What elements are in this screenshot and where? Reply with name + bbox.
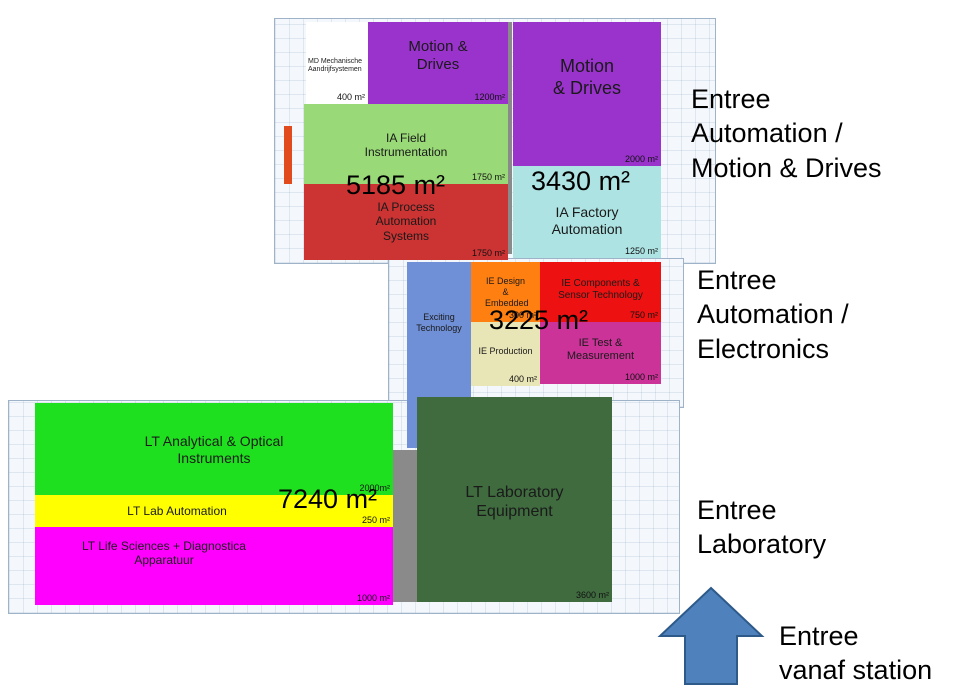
zone-motion-drives-left-label: Motion & Drives: [408, 38, 468, 73]
zone-ia-factory-label: IA Factory Automation: [551, 204, 623, 237]
zone-lt-life-sciences: LT Life Sciences + Diagnostica Apparatuu…: [35, 527, 393, 605]
zone-ia-process-automation: IA Process Automation Systems 1750 m²: [304, 184, 508, 260]
zone-lt-analytical-label: LT Analytical & Optical Instruments: [144, 433, 284, 466]
entrance-automation-electronics-line1: Entree: [697, 265, 777, 295]
zone-motion-drives-right-label: Motion & Drives: [553, 56, 622, 98]
total-ie-area: 3225 m²: [489, 305, 589, 335]
zone-ie-test-measurement: IE Test & Measurement 1000 m²: [540, 322, 661, 384]
zone-motion-drives-right-area: 2000 m²: [624, 154, 658, 164]
total-md-area: 3430 m²: [531, 166, 631, 196]
zone-ia-process-label: IA Process Automation Systems: [375, 200, 437, 243]
entrance-laboratory: Entree Laboratory: [697, 493, 826, 562]
entrance-station: Entree vanaf station: [779, 619, 932, 688]
zone-ie-design-label: IE Design & Embedded: [485, 276, 529, 308]
zone-lt-analytical-optical: LT Analytical & Optical Instruments 2000…: [35, 403, 393, 495]
zone-lt-life-label: LT Life Sciences + Diagnostica Apparatuu…: [82, 539, 246, 568]
zone-md-mechanische-area: 400 m²: [336, 92, 365, 102]
entrance-laboratory-line1: Entree: [697, 495, 777, 525]
entrance-automation-electronics-line2: Automation /: [697, 299, 849, 330]
total-ia-area: 5185 m²: [346, 170, 446, 200]
zone-lt-laboratory-area: 3600 m²: [575, 590, 609, 600]
zone-md-mechanische-label: MD Mechanische Aandrijfsystemen: [308, 58, 363, 74]
zone-ia-factory-area: 1250 m²: [624, 246, 658, 256]
entrance-station-line1: Entree: [779, 621, 859, 651]
zone-ie-production-area: 400 m²: [508, 374, 537, 384]
corridor-upper: [508, 22, 512, 254]
entrance-station-line2: vanaf station: [779, 655, 933, 686]
zone-ie-production-label: IE Production: [478, 346, 533, 356]
zone-ia-factory-automation: IA Factory Automation 1250 m²: [513, 166, 661, 258]
zone-ie-production: IE Production 400 m²: [471, 322, 540, 386]
zone-lt-lab-automation-label: LT Lab Automation: [127, 504, 227, 518]
zone-lt-laboratory-equipment: LT Laboratory Equipment 3600 m²: [417, 397, 612, 602]
entrance-automation-motion-line2: Automation /: [691, 118, 843, 149]
zone-motion-drives-right: Motion & Drives 2000 m²: [513, 22, 661, 166]
total-lt-area: 7240 m²: [278, 484, 378, 514]
entrance-automation-electronics: Entree Automation / Electronics: [697, 263, 849, 366]
wall-marker: [284, 126, 292, 184]
zone-ie-design-embedded: IE Design & Embedded 300 m²: [471, 262, 540, 322]
zone-ia-field-instrumentation: IA Field Instrumentation 1750 m²: [304, 104, 508, 184]
entrance-automation-motion-line3: Motion & Drives: [691, 152, 882, 183]
zone-ia-field-area: 1750 m²: [471, 172, 505, 182]
zone-ia-field-label: IA Field Instrumentation: [364, 131, 448, 160]
zone-ie-design-area: 300 m²: [508, 310, 537, 320]
zone-lt-analytical-area: 2000m²: [359, 483, 390, 493]
zone-ie-test-label: IE Test & Measurement: [566, 337, 635, 363]
zone-ie-test-area: 1000 m²: [624, 372, 658, 382]
zone-lt-laboratory-label: LT Laboratory Equipment: [465, 484, 564, 521]
zone-ie-components-label: IE Components & Sensor Technology: [558, 278, 643, 301]
zone-motion-drives-left: Motion & Drives 1200m²: [368, 22, 508, 104]
entrance-laboratory-line2: Laboratory: [697, 529, 827, 560]
entrance-arrow-up-icon: [657, 586, 765, 685]
zone-lt-lab-automation-area: 250 m²: [361, 515, 390, 525]
zone-lt-lab-automation: LT Lab Automation 250 m²: [35, 495, 393, 527]
entrance-automation-motion-line1: Entree: [691, 84, 771, 114]
zone-ie-components-sensor: IE Components & Sensor Technology 750 m²: [540, 262, 661, 322]
entrance-automation-electronics-line3: Electronics: [697, 333, 830, 364]
corridor-lower: [393, 450, 417, 602]
zone-lt-life-area: 1000 m²: [356, 593, 390, 603]
zone-ia-process-area: 1750 m²: [471, 248, 505, 258]
zone-md-mechanische: MD Mechanische Aandrijfsystemen 400 m²: [306, 22, 368, 104]
zone-ie-components-area: 750 m²: [629, 310, 658, 320]
entrance-automation-motion-drives: Entree Automation / Motion & Drives: [691, 82, 882, 185]
zone-motion-drives-left-area: 1200m²: [474, 92, 505, 102]
zone-exciting-label: Exciting Technology: [416, 312, 462, 333]
